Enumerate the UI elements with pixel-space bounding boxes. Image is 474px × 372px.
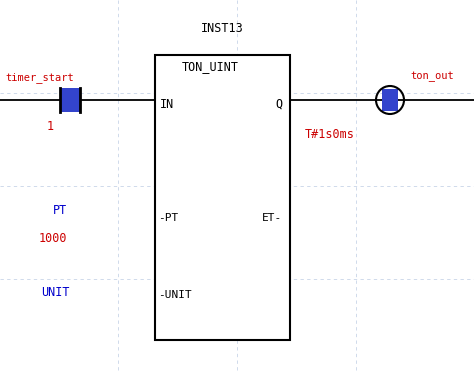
Text: PT: PT: [53, 203, 67, 217]
Bar: [383, 89, 398, 111]
Text: ton_out: ton_out: [410, 72, 454, 83]
Text: IN: IN: [160, 98, 174, 111]
Text: timer_start: timer_start: [5, 72, 74, 83]
Text: T#1s0ms: T#1s0ms: [305, 128, 355, 141]
Text: INST13: INST13: [201, 22, 243, 35]
Text: -UNIT: -UNIT: [158, 290, 192, 300]
Bar: [155, 55, 290, 340]
Text: 1: 1: [46, 120, 54, 133]
Text: UNIT: UNIT: [41, 285, 69, 298]
Text: ET-: ET-: [262, 213, 282, 223]
Bar: [60, 88, 80, 112]
Text: 1000: 1000: [39, 232, 67, 245]
Text: Q: Q: [276, 98, 283, 111]
Text: -PT: -PT: [158, 213, 178, 223]
Text: TON_UINT: TON_UINT: [182, 60, 238, 73]
